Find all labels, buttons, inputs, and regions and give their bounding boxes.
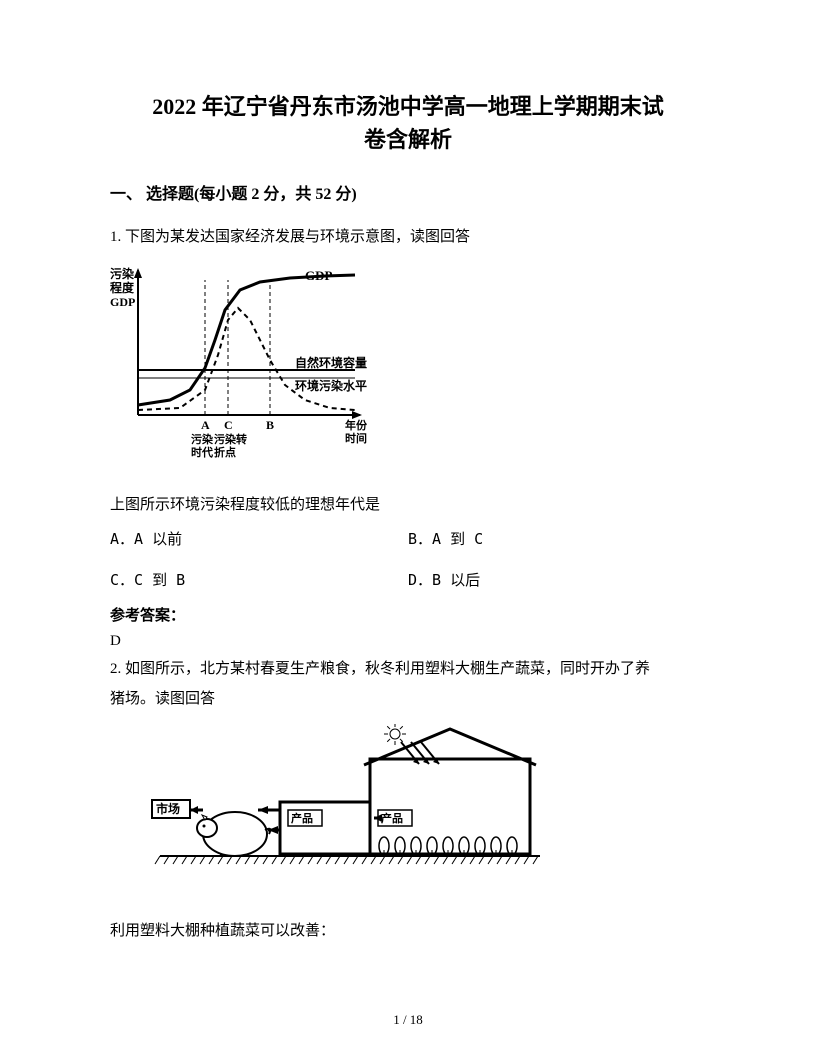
svg-text:市场: 市场 <box>156 801 180 816</box>
svg-text:C: C <box>224 418 233 432</box>
q1-sub-stem: 上图所示环境污染程度较低的理想年代是 <box>110 493 706 514</box>
svg-text:产品: 产品 <box>291 811 313 825</box>
svg-text:时代: 时代 <box>191 445 213 459</box>
page-footer: 1 / 18 <box>0 1012 816 1028</box>
svg-text:时间: 时间 <box>345 431 367 445</box>
q1-options: A．A 以前 B．A 到 C C．C 到 B D．B 以后 <box>110 528 706 590</box>
svg-text:产品: 产品 <box>381 811 403 825</box>
svg-text:污染: 污染 <box>110 266 135 281</box>
q1-answer-value: D <box>110 633 706 650</box>
q1-chart: 污染程度GDPGDP自然环境容量环境污染水平A污染时代C污染转折点B年份时间 <box>110 260 706 475</box>
q1-option-a: A．A 以前 <box>110 528 408 549</box>
q1-answer-label: 参考答案： <box>110 604 706 625</box>
title-line-2: 卷含解析 <box>364 127 452 152</box>
svg-text:GDP: GDP <box>110 295 135 309</box>
svg-text:折点: 折点 <box>214 445 236 459</box>
page-title: 2022 年辽宁省丹东市汤池中学高一地理上学期期末试 卷含解析 <box>110 90 706 156</box>
q1-stem: 1. 下图为某发达国家经济发展与环境示意图，读图回答 <box>110 222 706 252</box>
svg-text:污染转: 污染转 <box>214 432 247 446</box>
q2-diagram: 市场产品 产品 <box>140 724 706 899</box>
q2-stem-a: 2. 如图所示，北方某村春夏生产粮食，秋冬利用塑料大棚生产蔬菜，同时开办了养 <box>110 654 706 684</box>
svg-text:污染: 污染 <box>191 432 214 446</box>
svg-text:B: B <box>266 418 274 432</box>
title-line-1: 2022 年辽宁省丹东市汤池中学高一地理上学期期末试 <box>152 94 664 119</box>
section-heading: 一、 选择题(每小题 2 分，共 52 分) <box>110 180 706 204</box>
q2-sub-stem: 利用塑料大棚种植蔬菜可以改善： <box>110 919 706 940</box>
svg-text:环境污染水平: 环境污染水平 <box>295 378 367 393</box>
q1-option-d: D．B 以后 <box>408 569 706 590</box>
svg-text:自然环境容量: 自然环境容量 <box>295 355 367 370</box>
q1-option-b: B．A 到 C <box>408 528 706 549</box>
svg-text:GDP: GDP <box>305 268 333 283</box>
svg-text:程度: 程度 <box>110 280 135 295</box>
q2-stem-b: 猪场。读图回答 <box>110 684 706 714</box>
svg-text:A: A <box>201 418 210 432</box>
q1-option-c: C．C 到 B <box>110 569 408 590</box>
svg-text:年份: 年份 <box>345 418 368 432</box>
